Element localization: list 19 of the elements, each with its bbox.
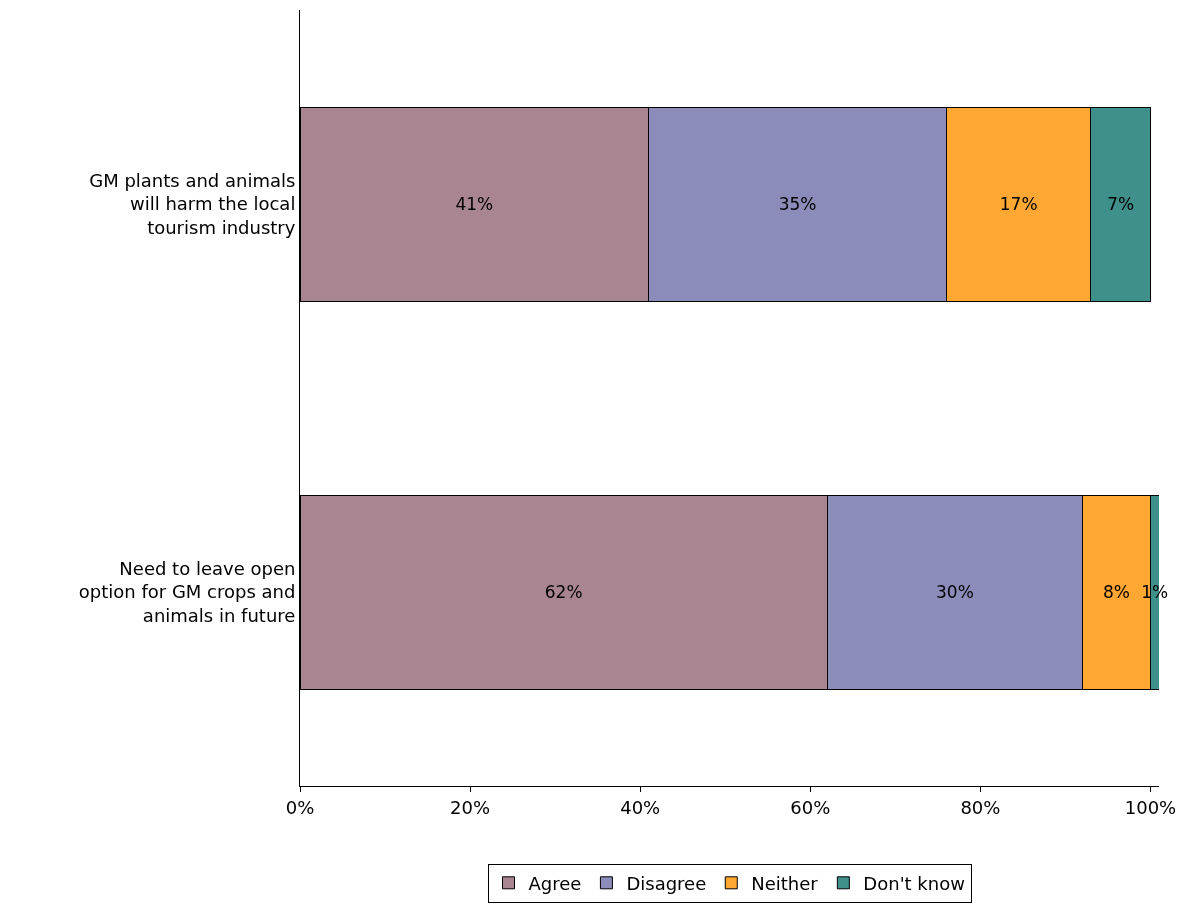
data-label: 35%	[778, 194, 817, 214]
x-tick-label: 0%	[285, 796, 315, 818]
x-tick-label: 60%	[790, 796, 831, 818]
data-label: 41%	[455, 194, 494, 214]
data-label: 30%	[935, 582, 974, 602]
legend-label: Agree	[528, 872, 582, 894]
x-tick-label: 80%	[960, 796, 1001, 818]
data-label: 17%	[999, 194, 1038, 214]
x-tick-label: 20%	[450, 796, 491, 818]
y-tick-label: Need to leave open option for GM crops and animals in future	[78, 557, 296, 626]
data-label: 7%	[1107, 194, 1135, 214]
y-tick-label: GM plants and animals will harm the local tourism industry	[89, 169, 296, 238]
data-label: 8%	[1102, 582, 1130, 602]
x-tick-label: 40%	[620, 796, 661, 818]
legend-label: Don't know	[863, 872, 965, 894]
legend-label: Disagree	[626, 872, 707, 894]
data-label: 62%	[544, 582, 583, 602]
x-tick-label: 100%	[1124, 796, 1177, 818]
legend-label: Neither	[751, 872, 819, 894]
